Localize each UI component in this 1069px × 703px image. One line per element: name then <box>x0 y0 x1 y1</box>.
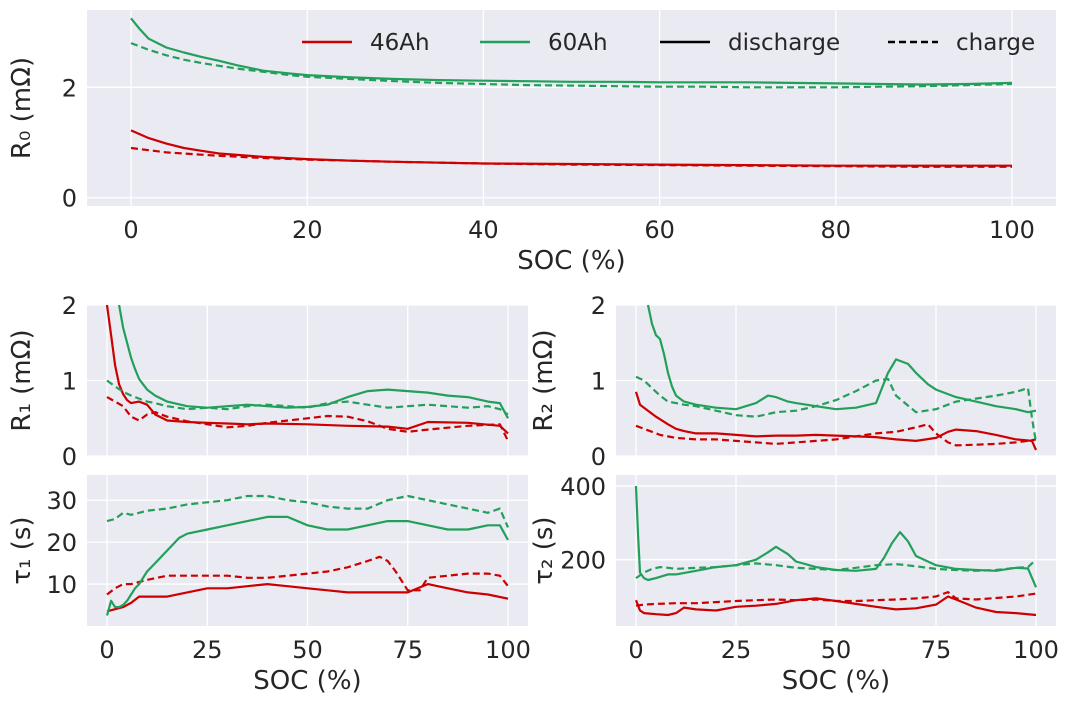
r0-xtick-label: 20 <box>292 216 323 244</box>
r2-series-60Ah-charge <box>635 375 1038 443</box>
r0-ylabel: R₀ (mΩ) <box>7 57 37 159</box>
tau2-panel: 200 400 0 25 50 75 100 SOC (%) τ₂ (s) <box>529 473 1059 696</box>
legend: 46Ah 60Ah discharge charge <box>302 30 1035 56</box>
tau1-xtick-label: 0 <box>99 636 114 664</box>
r0-series-60Ah-charge <box>130 42 1013 89</box>
tau1-ylabel: τ₁ (s) <box>7 516 37 584</box>
r2-ylabel: R₂ (mΩ) <box>529 329 559 431</box>
tau1-ytick-label: 30 <box>46 487 77 515</box>
r2-ytick-label: 1 <box>591 368 606 396</box>
r1-ytick-label: 0 <box>62 443 77 471</box>
r2-series-46Ah-discharge <box>634 391 1038 451</box>
tau1-series-60Ah-discharge <box>105 515 509 616</box>
tau2-series-46Ah-charge <box>635 591 1037 607</box>
r0-xtick-label: 40 <box>468 216 499 244</box>
tau1-xlabel: SOC (%) <box>253 666 361 696</box>
r0-series-46Ah-charge <box>130 146 1012 168</box>
legend-label-46Ah: 46Ah <box>370 30 430 56</box>
r0-xtick-label: 80 <box>820 216 851 244</box>
r2-panel: 0 1 2 R₂ (mΩ) <box>529 292 1056 471</box>
tau1-series-60Ah-charge <box>106 494 510 528</box>
legend-label-discharge: discharge <box>728 30 840 56</box>
tau1-panel: 10 20 30 0 25 50 75 100 SOC (%) τ₁ (s) <box>7 475 531 696</box>
r0-xlabel: SOC (%) <box>517 246 625 276</box>
tau2-ytick-label: 400 <box>560 473 606 501</box>
r1-series-60Ah-charge <box>106 379 509 416</box>
legend-label-charge: charge <box>956 30 1035 56</box>
tau2-series-60Ah-discharge <box>634 485 1038 588</box>
tau1-xtick-label: 75 <box>392 636 423 664</box>
tau1-xtick-label: 25 <box>192 636 223 664</box>
r0-xtick-label: 0 <box>123 216 138 244</box>
tau2-ylabel: τ₂ (s) <box>529 516 559 584</box>
tau1-ytick-label: 20 <box>46 529 77 557</box>
r1-panel: 0 1 2 R₁ (mΩ) <box>7 292 528 471</box>
r2-ytick-label: 2 <box>591 292 606 320</box>
tau2-series-60Ah-charge <box>635 558 1037 580</box>
tau1-xtick-label: 100 <box>485 636 531 664</box>
tau1-series-46Ah-discharge <box>106 583 509 613</box>
r2-series-60Ah-discharge <box>646 305 1037 414</box>
r2-ytick-label: 0 <box>591 443 606 471</box>
tau1-ytick-label: 10 <box>46 571 77 599</box>
tau2-xtick-label: 50 <box>821 636 852 664</box>
r0-series-60Ah-discharge <box>130 17 1013 86</box>
tau2-ytick-label: 200 <box>560 547 606 575</box>
r1-series-46Ah-charge <box>106 396 509 442</box>
r0-xtick-label: 60 <box>644 216 675 244</box>
r0-ytick-label: 2 <box>62 74 77 102</box>
tau2-xtick-label: 0 <box>628 636 643 664</box>
tau2-xlabel: SOC (%) <box>782 666 890 696</box>
r1-ytick-label: 1 <box>62 368 77 396</box>
r0-xtick-label: 100 <box>989 216 1035 244</box>
r1-ylabel: R₁ (mΩ) <box>7 329 37 431</box>
r0-ytick-label: 0 <box>62 185 77 213</box>
tau2-xtick-label: 25 <box>721 636 752 664</box>
r1-ytick-label: 2 <box>62 292 77 320</box>
r2-series-46Ah-charge <box>635 423 1037 447</box>
tau1-xtick-label: 50 <box>292 636 323 664</box>
tau2-xtick-label: 75 <box>921 636 952 664</box>
tau2-xtick-label: 100 <box>1013 636 1059 664</box>
tau1-series-46Ah-charge <box>106 555 509 596</box>
legend-label-60Ah: 60Ah <box>548 30 608 56</box>
